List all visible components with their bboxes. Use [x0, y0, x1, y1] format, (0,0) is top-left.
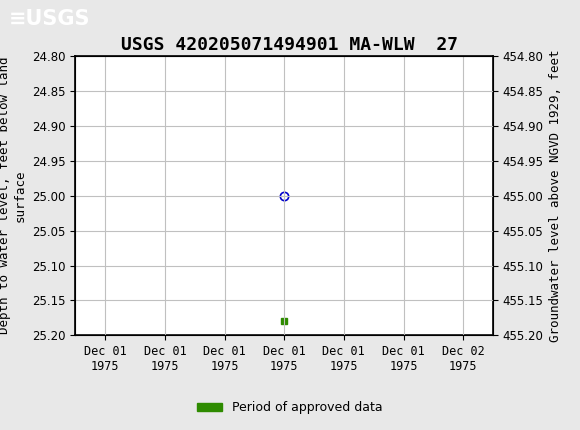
- Y-axis label: Depth to water level, feet below land
surface: Depth to water level, feet below land su…: [0, 57, 27, 335]
- Legend: Period of approved data: Period of approved data: [192, 396, 388, 419]
- Text: USGS 420205071494901 MA-WLW  27: USGS 420205071494901 MA-WLW 27: [121, 36, 459, 54]
- Y-axis label: Groundwater level above NGVD 1929, feet: Groundwater level above NGVD 1929, feet: [549, 49, 562, 342]
- Text: ≡USGS: ≡USGS: [9, 9, 90, 29]
